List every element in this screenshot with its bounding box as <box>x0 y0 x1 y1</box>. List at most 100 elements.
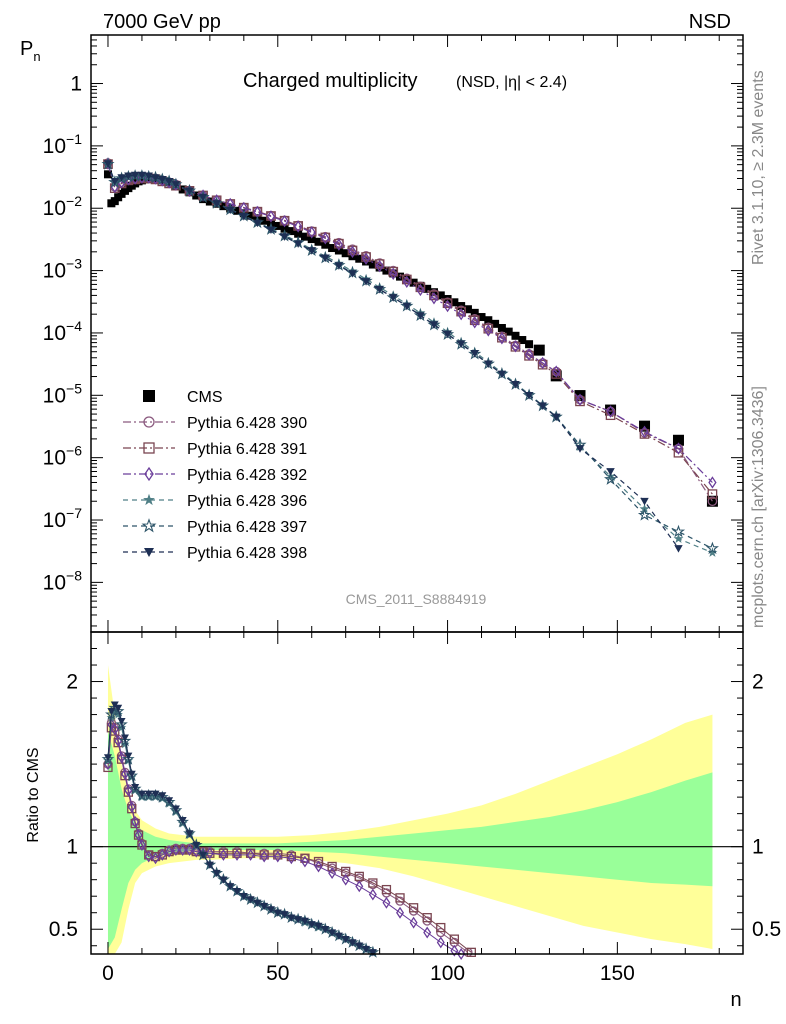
main-y-tick-label: 10−7 <box>43 505 83 532</box>
data-point <box>497 332 507 345</box>
ratio-data-point <box>341 873 350 886</box>
ratio-data-point <box>178 843 187 856</box>
data-point <box>334 262 344 270</box>
ratio-data-point <box>226 883 235 891</box>
data-point <box>511 340 520 353</box>
ratio-data-point <box>300 853 310 863</box>
data-point <box>603 472 618 485</box>
ratio-data-point <box>192 841 201 850</box>
mcplots-label: mcplots.cern.ch [arXiv:1306.3436] <box>750 386 767 628</box>
ratio-data-point <box>246 848 255 861</box>
data-point <box>348 270 357 278</box>
data-point <box>253 219 262 228</box>
data-point <box>341 249 350 258</box>
data-point <box>456 306 466 317</box>
data-point <box>144 172 153 181</box>
main-panel: 10−8 10−7 10−6 10−5 10−4 10−3 10−2 10−1 1 Pn Cha… <box>20 34 744 633</box>
ratio-data-point <box>307 921 316 929</box>
data-point <box>511 380 520 389</box>
ratio-inner-band <box>107 731 713 950</box>
data-point <box>401 274 412 285</box>
data-point <box>533 344 545 356</box>
data-point <box>491 319 500 328</box>
data-point <box>671 524 686 538</box>
ratio-y-axis-label: Ratio to CMS <box>25 747 42 842</box>
ratio-data-point <box>328 867 337 880</box>
ratio-data-point <box>137 839 146 851</box>
legend-label: CMS <box>187 389 223 406</box>
ratio-data-point <box>118 734 132 747</box>
data-point <box>185 187 194 196</box>
ratio-error-bands <box>107 665 713 954</box>
data-point <box>110 177 119 186</box>
ratio-data-point <box>466 947 476 957</box>
data-point <box>137 171 147 180</box>
ratio-data-point <box>199 851 208 859</box>
data-point <box>443 299 452 313</box>
ratio-data-point <box>219 848 228 861</box>
main-y-tick-label: 10−3 <box>43 256 83 283</box>
legend-label: Pythia 6.428 390 <box>187 415 307 432</box>
data-point <box>198 193 208 202</box>
ratio-data-point <box>137 790 146 798</box>
ratio-data-point <box>457 948 466 960</box>
ratio-data-point <box>422 913 432 923</box>
ratio-data-point <box>423 926 432 939</box>
data-point <box>606 405 615 418</box>
data-point <box>524 348 534 361</box>
main-y-tick-label: 10−4 <box>43 318 83 345</box>
data-point <box>416 283 425 297</box>
ratio-data-point <box>396 906 405 919</box>
data-point <box>280 214 289 228</box>
legend-marker <box>141 518 157 533</box>
ratio-data-point <box>300 917 309 925</box>
ratio-data-point <box>233 848 242 861</box>
ratio-y-tick-label-right: 1 <box>752 836 764 859</box>
ratio-data-point <box>178 817 187 825</box>
data-point <box>552 365 561 378</box>
process-label: NSD <box>689 11 731 33</box>
main-y-tick-label: 10−1 <box>43 131 83 158</box>
data-point <box>477 313 486 322</box>
legend-marker <box>143 493 155 506</box>
main-y-tick-label: 10−8 <box>43 567 83 594</box>
data-point <box>402 302 412 311</box>
data-point <box>361 278 371 286</box>
data-point <box>402 275 411 289</box>
data-point <box>117 174 126 182</box>
data-point <box>294 229 303 238</box>
ratio-data-point <box>409 916 418 929</box>
data-point <box>484 316 493 325</box>
ratio-data-point <box>107 708 116 716</box>
data-point <box>504 327 513 336</box>
ratio-data-point <box>253 899 262 907</box>
ratio-data-point <box>233 888 242 896</box>
ratio-data-point <box>334 932 343 940</box>
data-point <box>171 181 181 189</box>
data-point <box>484 360 493 369</box>
data-point <box>551 369 562 379</box>
main-y-tick-label: 1 <box>70 73 82 96</box>
data-point <box>707 547 718 557</box>
ratio-data-point <box>368 949 377 957</box>
ratio-y-tick-label-right: 2 <box>752 671 764 694</box>
series-line <box>107 163 679 549</box>
ratio-data-point <box>122 752 135 765</box>
ratio-data-point <box>266 906 275 914</box>
data-point <box>705 541 719 555</box>
ratio-data-point <box>280 911 289 919</box>
ratio-y-tick-label: 0.5 <box>49 918 78 941</box>
legend-label: Pythia 6.428 397 <box>187 519 307 536</box>
data-point <box>442 298 453 309</box>
ratio-data-point <box>246 896 255 904</box>
x-axis-ticks: 0 50 100 150 <box>102 35 720 985</box>
data-point <box>552 413 561 422</box>
data-point <box>497 324 506 333</box>
data-point <box>443 330 452 339</box>
data-point <box>423 284 432 293</box>
x-tick-label: 100 <box>430 962 465 985</box>
ratio-y-tick-label-right: 0.5 <box>752 918 781 941</box>
ratio-data-point <box>219 876 228 884</box>
ratio-data-point <box>134 829 143 842</box>
ratio-data-point <box>144 790 153 798</box>
